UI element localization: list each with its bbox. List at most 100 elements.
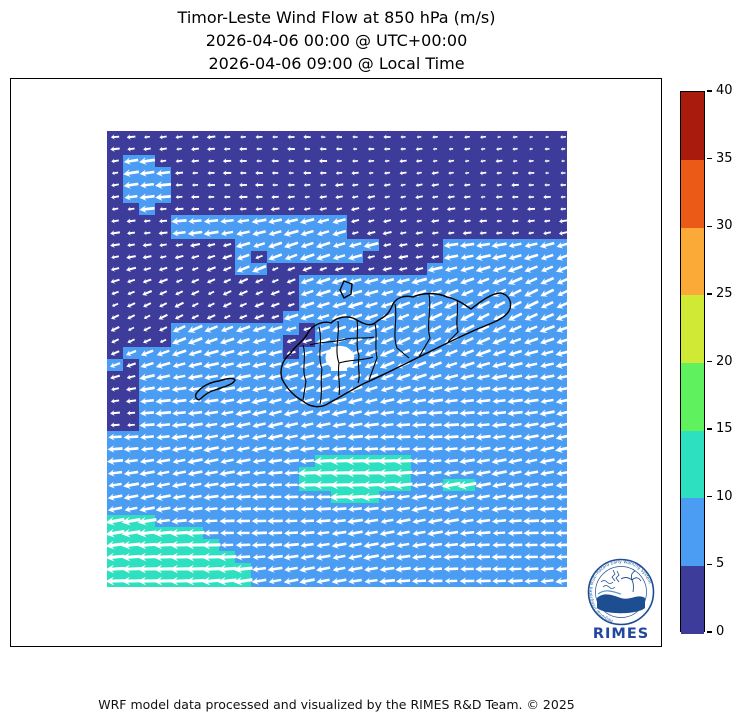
wind-arrow bbox=[333, 253, 346, 261]
wind-arrow bbox=[252, 457, 266, 465]
wind-arrow bbox=[443, 385, 459, 393]
wind-arrow bbox=[142, 242, 152, 248]
wind-arrow bbox=[187, 505, 203, 513]
wind-arrow bbox=[495, 206, 503, 212]
wind-arrow bbox=[137, 552, 157, 562]
wind-arrow bbox=[396, 529, 410, 537]
wind-arrow bbox=[459, 577, 475, 585]
wind-arrow bbox=[382, 266, 392, 272]
wind-arrow bbox=[476, 493, 490, 501]
wind-arrow bbox=[444, 541, 459, 549]
wind-arrow bbox=[395, 565, 411, 573]
wind-arrow bbox=[445, 361, 458, 369]
wind-arrow bbox=[315, 241, 331, 249]
wind-arrow bbox=[540, 349, 554, 357]
wind-arrow bbox=[252, 469, 266, 477]
wind-arrow bbox=[153, 540, 173, 550]
wind-arrow bbox=[443, 288, 459, 297]
wind-arrow bbox=[414, 242, 424, 248]
wind-arrow bbox=[524, 241, 538, 249]
wind-arrow bbox=[492, 433, 506, 441]
wind-arrow bbox=[555, 445, 567, 454]
wind-arrow bbox=[316, 445, 330, 453]
wind-arrow bbox=[284, 217, 298, 225]
wind-arrow bbox=[383, 218, 392, 224]
wind-arrow bbox=[524, 553, 538, 561]
wind-arrow bbox=[384, 194, 390, 200]
wind-arrow bbox=[444, 397, 458, 405]
wind-arrow bbox=[461, 301, 474, 309]
wind-arrow bbox=[460, 385, 474, 393]
wind-arrow bbox=[286, 278, 296, 284]
wind-arrow bbox=[220, 505, 235, 513]
wind-arrow bbox=[236, 529, 250, 537]
wind-arrow bbox=[176, 146, 182, 152]
wind-arrow bbox=[479, 218, 488, 224]
wind-arrow bbox=[382, 230, 392, 236]
wind-arrow bbox=[367, 146, 375, 152]
wind-arrow bbox=[477, 325, 490, 333]
wind-arrow bbox=[475, 481, 491, 489]
wind-arrow bbox=[512, 135, 518, 140]
wind-arrow bbox=[331, 277, 347, 285]
wind-arrow bbox=[121, 540, 141, 550]
wind-arrow bbox=[222, 290, 232, 296]
wind-arrow bbox=[270, 206, 280, 212]
wind-arrow bbox=[159, 338, 167, 344]
wind-arrow bbox=[560, 182, 566, 188]
wind-arrow bbox=[107, 576, 125, 586]
wind-arrow bbox=[523, 481, 539, 489]
wind-arrow bbox=[251, 433, 267, 441]
wind-arrow bbox=[544, 159, 550, 164]
wind-arrow bbox=[123, 169, 140, 177]
wind-arrow bbox=[254, 182, 264, 188]
wind-arrow bbox=[316, 565, 331, 573]
wind-arrow bbox=[447, 194, 455, 200]
wind-arrow bbox=[171, 517, 187, 525]
wind-arrow bbox=[396, 409, 410, 417]
wind-arrow bbox=[126, 134, 136, 140]
wind-arrow bbox=[491, 505, 507, 513]
wind-arrow bbox=[223, 314, 231, 320]
colorbar-tick-label: 10 bbox=[716, 488, 733, 504]
wind-arrow bbox=[512, 170, 518, 176]
wind-arrow bbox=[364, 565, 378, 573]
wind-arrow bbox=[283, 541, 300, 549]
wind-arrow bbox=[252, 421, 266, 429]
wind-arrow bbox=[395, 577, 411, 585]
wind-arrow bbox=[496, 218, 502, 224]
wind-arrow bbox=[107, 469, 123, 477]
wind-arrow bbox=[412, 313, 426, 321]
wind-arrow bbox=[300, 541, 314, 549]
wind-arrow bbox=[267, 433, 283, 441]
wind-arrow bbox=[398, 254, 409, 260]
wind-arrow bbox=[140, 433, 154, 441]
wind-arrow bbox=[153, 564, 173, 574]
wind-arrow bbox=[491, 457, 507, 465]
wind-arrow bbox=[363, 409, 379, 417]
wind-arrow bbox=[475, 397, 491, 405]
wind-arrow bbox=[172, 361, 186, 369]
wind-arrow bbox=[239, 158, 247, 164]
wind-arrow bbox=[185, 576, 205, 586]
wind-arrow bbox=[443, 517, 459, 525]
wind-arrow bbox=[316, 229, 330, 237]
wind-arrow bbox=[508, 288, 522, 297]
wind-arrow bbox=[319, 206, 327, 212]
wind-arrow bbox=[203, 349, 219, 357]
wind-arrow bbox=[507, 276, 523, 285]
wind-arrow bbox=[187, 229, 203, 237]
wind-arrow bbox=[287, 146, 295, 152]
wind-arrow bbox=[252, 264, 267, 273]
wind-arrow bbox=[140, 445, 154, 453]
wind-arrow bbox=[222, 158, 232, 164]
district-boundary bbox=[356, 319, 360, 384]
wind-arrow bbox=[110, 350, 120, 356]
wind-arrow bbox=[251, 541, 267, 549]
wind-arrow bbox=[204, 469, 218, 477]
wind-arrow bbox=[508, 373, 523, 381]
wind-arrow bbox=[299, 217, 315, 225]
colorbar-segment-30-35 bbox=[681, 159, 704, 228]
wind-arrow bbox=[172, 469, 187, 477]
wind-arrow bbox=[287, 266, 296, 272]
